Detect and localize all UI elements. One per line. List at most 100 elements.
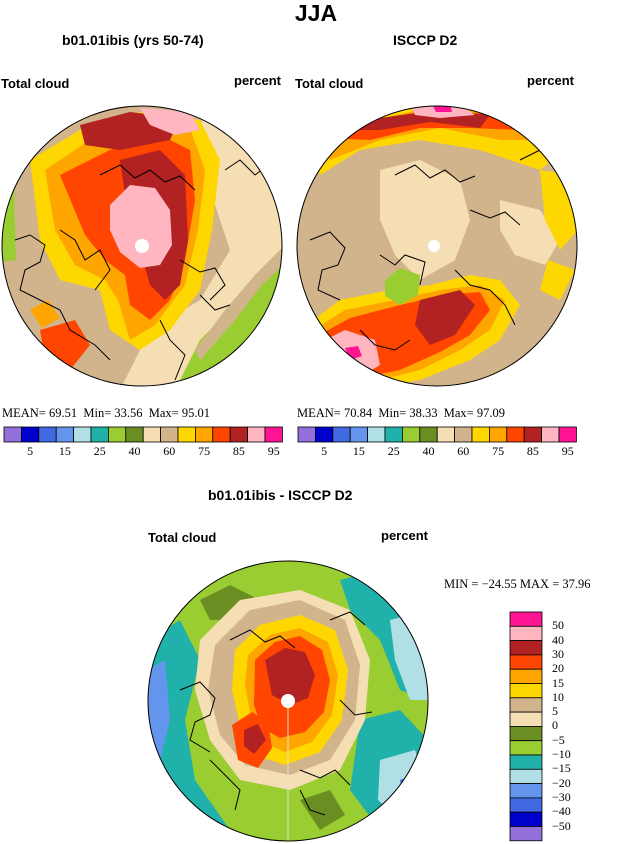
colorbar-swatch [509,783,543,799]
colorbar-tick-label: 15 [58,444,71,458]
panel-title-obs: ISCCP D2 [393,32,458,48]
colorbar-swatch [297,426,316,443]
diff-map-border [147,560,429,842]
colorbar-swatch [229,426,248,443]
colorbar-swatch [20,426,40,443]
colorbar-tick-label: 25 [387,444,400,458]
max-label: Max= [148,406,179,420]
panel-title-model: b01.01ibis (yrs 50-74) [62,32,204,48]
colorbar-tick-label: 60 [163,444,176,458]
colorbar-swatch [160,426,179,443]
colorbar-swatch [194,426,214,443]
stats-obs: MEAN= 70.84 Min= 38.33 Max= 97.09 [297,406,505,421]
colorbar-swatch [314,426,334,443]
colorbar-tick-label: −50 [552,818,571,833]
max-value: 95.01 [181,406,210,420]
colorbar-swatch [38,426,57,443]
colorbar-swatch [3,426,22,443]
stats-diff: MIN = −24.55 MAX = 37.96 [444,577,591,591]
colorbar-swatch [384,426,403,443]
colorbar-swatch [90,426,109,443]
colorbar-swatch [509,754,543,770]
colorbar-tick-label: 50 [552,618,564,633]
colorbar-swatch [142,426,161,443]
colorbar-swatch [523,426,543,443]
colorbar-swatch [509,640,543,656]
colorbar-swatch [55,426,75,443]
colorbar-swatch [558,426,577,443]
mean-value: 69.51 [48,406,78,420]
colorbar-diff [509,611,543,842]
colorbar-tick-label: −15 [552,761,571,776]
colorbar-swatch [419,426,438,443]
diff-map [148,561,428,841]
unit-label-obs: percent [527,73,574,88]
colorbar-tick-label: 60 [457,444,470,458]
colorbar-swatch [247,426,266,443]
colorbar-swatch [436,426,456,443]
unit-label-diff: percent [381,528,428,543]
colorbar-swatch [125,426,144,443]
colorbar-swatch [332,426,351,443]
obs-map-border [296,105,578,387]
colorbar-tick-label: 95 [267,444,280,458]
colorbar-swatch [212,426,231,443]
colorbar-swatch [401,426,421,443]
page-title: JJA [294,0,338,26]
stats-model: MEAN= 69.51 Min= 33.56 Max= 95.01 [2,406,210,421]
max-label: Max= [443,406,474,420]
colorbar-tick-label: −40 [552,804,571,819]
min-label: Min= [83,406,112,420]
colorbar-swatch [367,426,386,443]
colorbar-tick-label: −5 [552,732,565,747]
colorbar-tick-label: 10 [552,689,564,704]
variable-label-diff: Total cloud [148,530,217,545]
colorbar-tick-label: 5 [27,444,34,458]
colorbar-tick-label: 95 [561,444,574,458]
min-value: 38.33 [409,406,438,420]
colorbar-swatch [488,426,508,443]
variable-label-model: Total cloud [1,76,70,91]
colorbar-tick-label: 40 [422,444,435,458]
colorbar-tick-label: 15 [552,675,564,690]
colorbar-tick-label: 40 [552,632,564,647]
colorbar-tick-label: 25 [93,444,106,458]
colorbar-tick-label: 5 [552,704,558,719]
colorbar-tick-label: 85 [232,444,245,458]
colorbar-swatch [108,426,127,443]
colorbar-swatch [471,426,490,443]
colorbar-swatch [541,426,560,443]
colorbar-swatch [509,797,543,813]
colorbar-tick-label: 5 [321,444,328,458]
colorbar-swatch [509,683,543,699]
colorbar-swatch [509,697,543,713]
colorbar-swatch [509,726,543,742]
min-label: Min= [378,406,407,420]
colorbar-swatch [509,768,543,784]
colorbar-model [3,426,283,443]
colorbar-tick-label: 75 [492,444,505,458]
min-value: 33.56 [114,406,143,420]
colorbar-swatch [509,740,543,756]
model-map-border [1,105,283,387]
colorbar-tick-label: −10 [552,747,571,761]
mean-label: MEAN= [2,406,46,420]
colorbar-swatch [454,426,473,443]
colorbar-swatch [264,426,283,443]
colorbar-swatch [73,426,92,443]
mean-label: MEAN= [297,406,341,420]
colorbar-tick-label: 15 [352,444,365,458]
colorbar-tick-label: 0 [552,718,558,733]
colorbar-swatch [509,611,543,627]
max-value: 97.09 [476,406,505,420]
colorbar-tick-label: 40 [128,444,141,458]
model-map [2,106,282,386]
colorbar-tick-label: 30 [552,646,564,661]
colorbar-tick-label: 75 [198,444,211,458]
panel-title-diff: b01.01ibis - ISCCP D2 [208,487,353,503]
colorbar-swatch [509,625,543,641]
colorbar-tick-label: −30 [552,789,571,804]
colorbar-swatch [509,811,543,827]
colorbar-swatch [177,426,196,443]
colorbar-swatch [509,826,543,842]
